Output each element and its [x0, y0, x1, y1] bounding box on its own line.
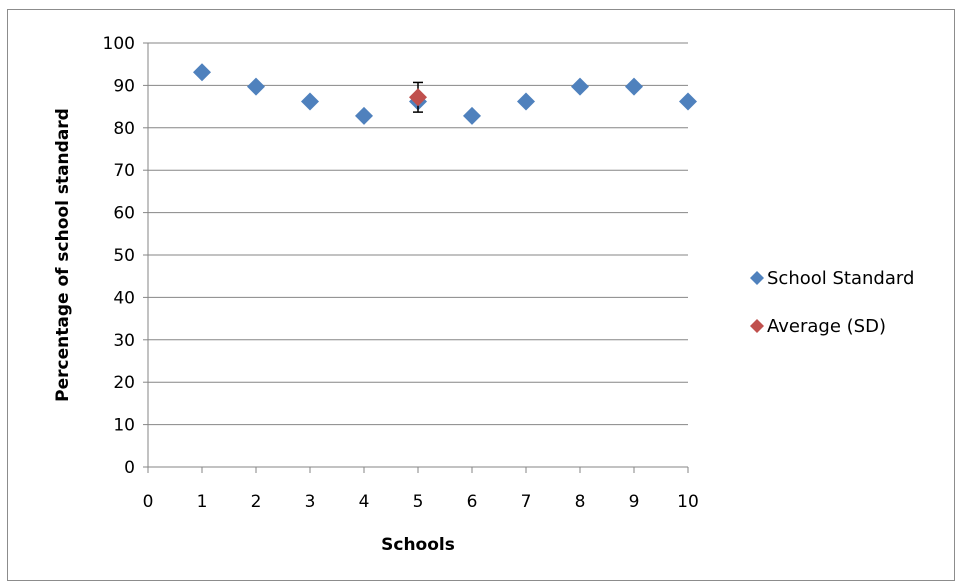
average-point [409, 88, 427, 107]
x-tick-label: 7 [521, 492, 532, 512]
axes [143, 42, 689, 473]
legend: School Standard Average (SD) [750, 268, 914, 337]
y-axis-title: Percentage of school standard [53, 108, 73, 402]
x-tick-label: 0 [143, 492, 154, 512]
x-tick-label: 9 [629, 492, 640, 512]
legend-marker [750, 271, 764, 285]
school-standard-point [301, 92, 319, 111]
chart-frame [7, 9, 955, 581]
school-standard-point [193, 63, 211, 82]
y-tick-label: 50 [113, 246, 135, 266]
x-tick-label: 3 [305, 492, 316, 512]
y-tick-label: 80 [113, 119, 135, 139]
school-standard-point [247, 77, 265, 96]
x-tick-label: 10 [677, 492, 699, 512]
y-tick-label: 100 [103, 34, 135, 54]
x-tick-label: 6 [467, 492, 478, 512]
y-tick-label: 30 [113, 331, 135, 351]
y-tick-label: 20 [113, 373, 135, 393]
legend-marker [750, 319, 764, 333]
school-standard-point [679, 92, 697, 111]
y-tick-label: 60 [113, 204, 135, 224]
x-axis-title: Schools [381, 535, 455, 555]
x-tick-label: 1 [197, 492, 208, 512]
y-tick-label: 70 [113, 161, 135, 181]
school-standard-point [517, 92, 535, 111]
y-tick-label: 90 [113, 76, 135, 96]
x-tick-label: 4 [359, 492, 370, 512]
x-tick-label: 5 [413, 492, 424, 512]
y-tick-label: 10 [113, 416, 135, 436]
school-standard-point [355, 106, 373, 125]
legend-label: School Standard [767, 268, 914, 289]
school-standard-point [625, 77, 643, 96]
x-tick-label: 2 [251, 492, 262, 512]
school-standard-point [571, 77, 589, 96]
school-standard-point [463, 106, 481, 125]
data-points [193, 63, 697, 125]
x-tick-label: 8 [575, 492, 586, 512]
y-tick-labels: 0 10 20 30 40 50 60 70 80 90 100 [103, 34, 135, 478]
legend-label: Average (SD) [767, 316, 886, 337]
y-tick-label: 0 [124, 458, 135, 478]
x-tick-labels: 0 1 2 3 4 5 6 7 8 9 10 [143, 492, 699, 512]
y-tick-label: 40 [113, 288, 135, 308]
